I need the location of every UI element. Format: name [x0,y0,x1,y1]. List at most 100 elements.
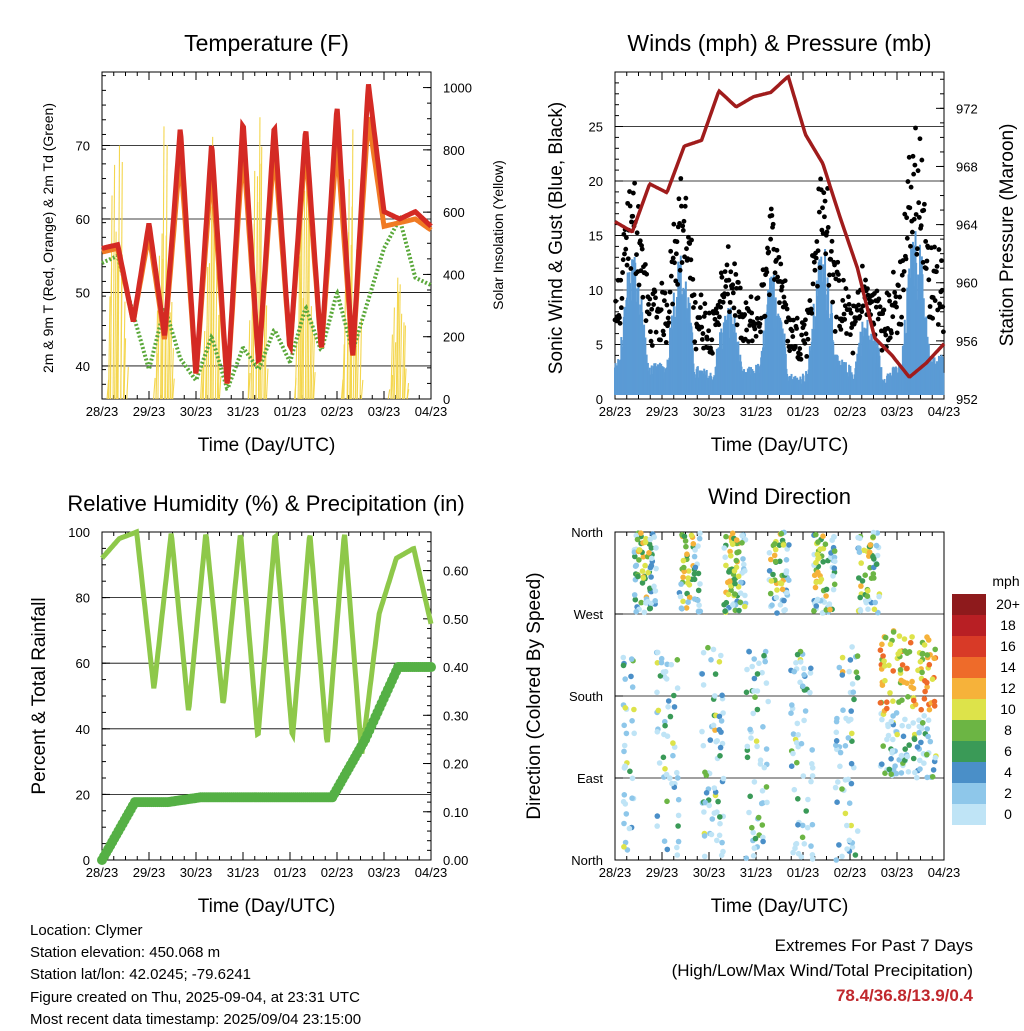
gust-point [624,262,630,268]
direction-point [904,665,910,672]
direction-point [711,810,718,816]
x-tick-label: 01/23 [787,865,820,880]
direction-point [685,568,692,574]
gust-point [703,310,708,316]
direction-point [812,584,819,591]
direction-point [809,852,816,858]
y-tick-label: 100 [68,525,90,540]
direction-point [743,855,750,861]
direction-point [623,811,630,817]
direction-point [636,547,643,553]
y2-tick-label: 0.30 [443,708,468,723]
gust-point [820,205,825,211]
gust-point [666,320,672,326]
solar-spike [109,195,113,400]
direction-point [797,679,803,686]
direction-point [932,646,938,653]
direction-point [652,588,659,594]
gust-point [790,334,796,339]
y2-tick-label: 964 [956,218,978,233]
gust-point [718,304,724,310]
direction-point [834,799,840,805]
direction-point [931,655,937,662]
gust-point [660,328,666,334]
direction-point [809,821,816,828]
solar-spike [309,306,312,400]
solar-spike [398,284,401,400]
gust-point [668,248,674,254]
direction-point [931,703,938,709]
direction-point [756,660,762,667]
direction-point [898,753,905,759]
y-axis-title: Percent & Total Rainfall [29,597,50,794]
direction-point [621,722,627,729]
direction-point [849,738,855,744]
gust-point [919,157,925,163]
direction-point [777,580,784,586]
gust-point [854,307,860,313]
direction-point [809,773,816,779]
gust-point [706,310,712,316]
gust-point [889,330,894,336]
legend-label: 14 [1000,659,1016,675]
direction-point [721,601,727,608]
solar-spike [205,267,209,400]
gust-point [617,315,622,321]
gust-point [827,272,832,278]
gust-point [814,239,820,244]
direction-point [849,681,856,687]
direction-point [910,685,917,692]
x-tick-label: 28/23 [86,865,119,880]
solar-spike [172,378,175,400]
direction-point [831,581,838,588]
direction-point [717,753,723,759]
direction-point [717,744,724,751]
gust-point [777,300,782,306]
x-tick-label: 02/23 [834,865,867,880]
direction-point [662,718,668,725]
direction-point [781,597,787,604]
gust-point [732,261,737,267]
direction-point [805,796,811,803]
direction-point [789,702,795,708]
gust-point [742,312,748,317]
gust-point [634,252,639,258]
direction-point [839,672,846,678]
gust-point [646,302,651,307]
direction-point [858,583,864,589]
gust-point [863,277,868,283]
extremes-panel: Extremes For Past 7 Days (High/Low/Max W… [672,933,973,1008]
direction-point [862,598,869,604]
direction-point [788,710,794,716]
gust-point [620,270,625,275]
direction-point [925,733,931,740]
gust-point [697,315,703,320]
gust-point [768,236,774,242]
gust-point [859,309,865,315]
direction-point [777,602,784,608]
gust-point [706,328,712,334]
direction-point [632,553,638,560]
x-tick-label: 31/23 [227,404,260,419]
gust-point [716,314,722,320]
direction-point [728,583,734,589]
direction-point [833,738,840,744]
x-axis-title: Time (Day/UTC) [198,896,336,917]
direction-point [695,543,701,549]
gust-point [791,317,796,323]
gust-point [923,239,929,244]
y2-tick-label: 0.00 [443,853,468,868]
y2-tick-label: 956 [956,334,978,349]
extremes-subtitle: (High/Low/Max Wind/Total Precipitation) [671,961,973,980]
direction-point [663,771,670,778]
solar-spike [217,305,221,400]
gust-point [908,184,914,190]
direction-point [665,698,672,704]
gust-point [629,219,634,225]
direction-point [783,570,789,576]
direction-point [795,850,802,857]
gust-point [840,298,846,303]
direction-point [639,580,646,586]
direction-point [780,542,787,548]
solar-spike [403,325,406,400]
